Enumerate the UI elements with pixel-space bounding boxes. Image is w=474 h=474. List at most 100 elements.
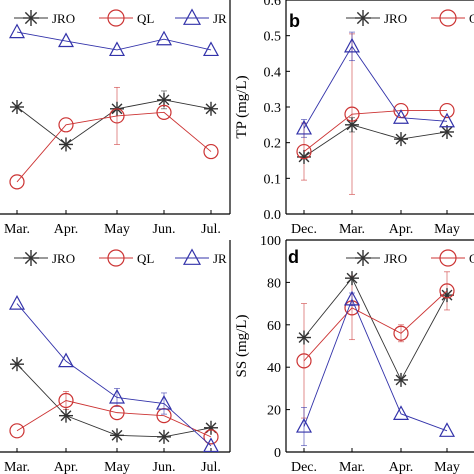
legend-label-ql: QL bbox=[469, 251, 474, 266]
point-jr bbox=[8, 294, 26, 310]
star-marker-stroke bbox=[158, 94, 170, 106]
x-tick-label: Mar. bbox=[339, 460, 365, 474]
x-tick-label: Apr. bbox=[389, 222, 414, 237]
point-ql bbox=[296, 143, 312, 160]
star-marker-stroke bbox=[60, 139, 72, 150]
y-tick-label: 0.1 bbox=[264, 172, 282, 187]
star-marker-stroke bbox=[346, 272, 358, 284]
point-jr bbox=[108, 388, 126, 404]
y-tick-label: 0.0 bbox=[264, 208, 282, 223]
legend-marker-jr bbox=[182, 248, 202, 265]
x-tick-label: Jun. bbox=[153, 460, 176, 474]
series-line-jro bbox=[303, 124, 448, 158]
point-jr bbox=[155, 30, 173, 46]
star-marker-stroke bbox=[441, 289, 453, 301]
series-line-ql bbox=[16, 400, 212, 438]
star-marker-stroke bbox=[395, 133, 407, 145]
x-tick-label: Jun. bbox=[153, 222, 176, 237]
series-line-jro bbox=[303, 277, 448, 381]
series-line-jr bbox=[16, 31, 212, 51]
x-tick-label: Jul. bbox=[201, 222, 221, 237]
point-jr bbox=[202, 41, 220, 57]
point-ql bbox=[109, 405, 125, 421]
point-jr bbox=[8, 23, 26, 39]
y-tick-label: 0.4 bbox=[264, 65, 282, 80]
point-jro bbox=[204, 101, 218, 116]
series-line-jro bbox=[16, 363, 212, 438]
x-tick-label: Mar. bbox=[4, 222, 30, 237]
plot-area: 0 20 40 60 80 100 SS (mg/L) Dec. Mar. Apr. May bbox=[234, 234, 474, 474]
y-tick-label: 60 bbox=[267, 319, 281, 334]
y-tick-label: 0 bbox=[274, 446, 281, 461]
x-tick-label: Dec. bbox=[291, 222, 317, 237]
x-tick-label: Mar. bbox=[339, 222, 365, 237]
star-marker-stroke bbox=[158, 431, 170, 443]
legend-marker-jro bbox=[355, 250, 371, 266]
point-ql bbox=[109, 108, 125, 124]
point-jro bbox=[157, 92, 171, 107]
legend-marker-jro bbox=[23, 250, 39, 266]
point-ql bbox=[439, 283, 455, 299]
star-marker-stroke bbox=[441, 126, 453, 138]
star-marker-stroke bbox=[298, 151, 310, 163]
point-ql bbox=[344, 300, 360, 316]
point-jr bbox=[438, 422, 456, 437]
point-jro bbox=[394, 132, 408, 147]
x-tick-label: Dec. bbox=[291, 460, 317, 474]
y-tick-label: 80 bbox=[267, 276, 281, 291]
legend-label-ql: QL bbox=[137, 11, 154, 26]
point-ql bbox=[203, 143, 219, 160]
point-jro bbox=[10, 100, 24, 114]
series-line-ql bbox=[303, 290, 448, 362]
point-ql bbox=[393, 325, 409, 341]
point-ql bbox=[58, 117, 74, 133]
legend-marker-ql bbox=[439, 249, 457, 267]
y-tick-label: 40 bbox=[267, 361, 281, 376]
point-jro bbox=[157, 429, 171, 444]
y-tick-label: 0.3 bbox=[264, 101, 282, 116]
legend-marker-jr bbox=[182, 8, 202, 25]
star-marker-stroke bbox=[356, 251, 370, 265]
point-jro bbox=[10, 357, 24, 372]
star-marker-stroke bbox=[11, 358, 23, 370]
point-ql bbox=[9, 174, 25, 190]
panel-d: 0 20 40 60 80 100 SS (mg/L) Dec. Mar. Apr. May JRO Q… bbox=[234, 234, 474, 474]
star-marker-stroke bbox=[11, 101, 23, 113]
star-marker-stroke bbox=[395, 374, 407, 386]
legend-label-jro: JRO bbox=[52, 11, 75, 26]
series-line-jr bbox=[303, 45, 448, 129]
legend: JRO QL JR bbox=[14, 248, 227, 267]
point-jro bbox=[59, 137, 73, 152]
y-tick-label: 20 bbox=[267, 404, 281, 419]
point-ql bbox=[203, 429, 219, 445]
plot-area: Mar. Apr. May Jun. Jul. bbox=[0, 0, 231, 237]
point-ql bbox=[58, 392, 74, 409]
star-marker-stroke bbox=[60, 410, 72, 422]
legend: JRO QL JR bbox=[14, 8, 227, 27]
x-tick-label: Mar. bbox=[4, 460, 30, 474]
x-tick-label: May bbox=[104, 460, 130, 474]
panel-c: Mar. Apr. May Jun. Jul. JRO QL JR bbox=[0, 240, 231, 474]
x-tick-label: Jul. bbox=[201, 460, 221, 474]
star-marker-stroke bbox=[298, 332, 310, 343]
point-jr bbox=[392, 405, 410, 420]
plot-area: 0.0 0.1 0.2 0.3 0.4 0.5 0.6 TP (mg/L) Dec. Mar. Ap… bbox=[234, 0, 474, 237]
series-line-jr bbox=[303, 298, 448, 432]
legend-label-jro: JRO bbox=[384, 251, 407, 266]
point-jro bbox=[59, 408, 73, 423]
star-marker-stroke bbox=[346, 119, 358, 131]
y-axis-label: SS (mg/L) bbox=[234, 315, 250, 378]
star-marker-stroke bbox=[24, 251, 38, 265]
legend-label-ql: QL bbox=[137, 251, 154, 266]
point-jr bbox=[295, 417, 313, 433]
panel-b: 0.0 0.1 0.2 0.3 0.4 0.5 0.6 TP (mg/L) Dec. Mar. Ap… bbox=[234, 0, 474, 237]
point-jr bbox=[57, 352, 75, 368]
legend-label-jr: JR bbox=[213, 11, 227, 26]
legend-label-jr: JR bbox=[213, 251, 227, 266]
point-jr bbox=[438, 112, 456, 128]
legend-marker-ql bbox=[107, 249, 125, 267]
legend-label-jro: JRO bbox=[52, 251, 75, 266]
